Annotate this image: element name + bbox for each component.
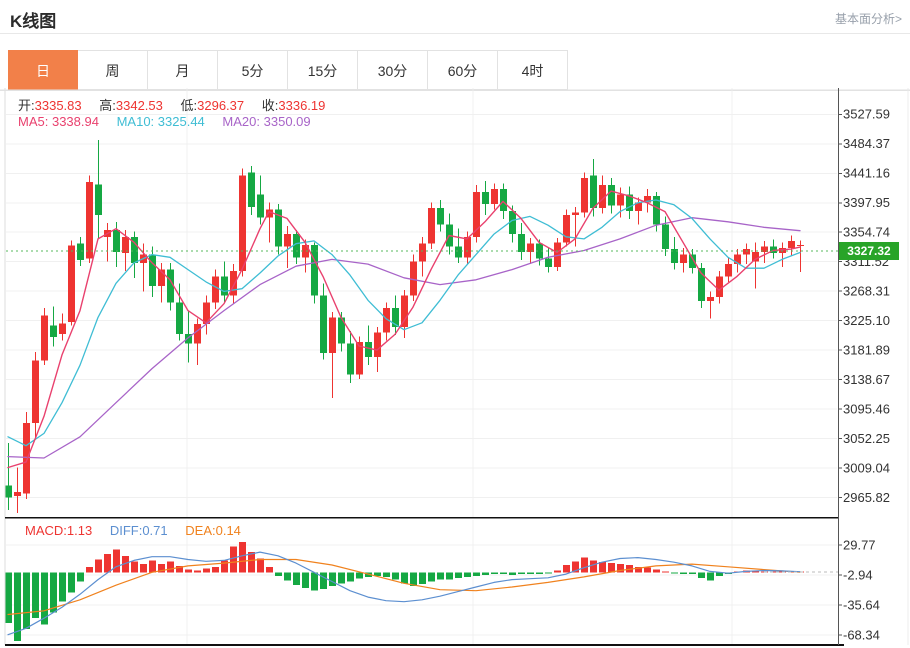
svg-text:-68.34: -68.34 [843, 627, 880, 642]
macd-legend: MACD:1.13 DIFF:0.71 DEA:0.14 [25, 523, 255, 538]
ma10-label: MA10: [116, 114, 155, 129]
svg-text:3527.59: 3527.59 [843, 107, 890, 122]
tab-month[interactable]: 月 [148, 50, 218, 90]
dea-value: 0.14 [215, 523, 241, 538]
close-value: 3336.19 [278, 98, 326, 113]
svg-text:3268.31: 3268.31 [843, 284, 890, 299]
svg-text:3095.46: 3095.46 [843, 402, 890, 417]
svg-text:-35.64: -35.64 [843, 597, 880, 612]
svg-text:3138.67: 3138.67 [843, 372, 890, 387]
ma10-value: 3325.44 [157, 114, 205, 129]
page-title: K线图 [10, 12, 57, 31]
tab-day[interactable]: 日 [8, 50, 78, 90]
svg-text:3354.74: 3354.74 [843, 225, 890, 240]
ma20-label: MA20: [222, 114, 260, 129]
ma5-label: MA5: [18, 114, 49, 129]
open-label: 开: [18, 98, 35, 113]
tab-5min[interactable]: 5分 [218, 50, 288, 90]
svg-text:3052.25: 3052.25 [843, 431, 890, 446]
svg-text:3009.04: 3009.04 [843, 461, 890, 476]
svg-text:3181.89: 3181.89 [843, 343, 890, 358]
tab-60min[interactable]: 60分 [428, 50, 498, 90]
current-price-tag: 3327.32 [839, 242, 899, 260]
diff-value: 0.71 [142, 523, 168, 538]
ma-legend: MA5: 3338.94 MA10: 3325.44 MA20: 3350.09 [18, 114, 325, 129]
ohlc-legend: 开:3335.83 高:3342.53 低:3296.37 收:3336.19 [18, 95, 339, 114]
fundamental-analysis-link[interactable]: 基本面分析> [834, 12, 902, 26]
macd-label: MACD: [25, 523, 67, 538]
high-value: 3342.53 [115, 98, 163, 113]
tab-15min[interactable]: 15分 [288, 50, 358, 90]
macd-value: 1.13 [66, 523, 93, 538]
interval-tabbar: 日 周 月 5分 15分 30分 60分 4时 [0, 50, 910, 91]
svg-text:2965.82: 2965.82 [843, 490, 890, 505]
tab-4hour[interactable]: 4时 [498, 50, 568, 90]
svg-text:3225.10: 3225.10 [843, 313, 890, 328]
svg-text:3397.95: 3397.95 [843, 195, 890, 210]
diff-label: DIFF: [109, 523, 143, 538]
svg-text:-2.94: -2.94 [843, 567, 873, 582]
low-value: 3296.37 [197, 98, 245, 113]
high-label: 高: [99, 98, 116, 113]
svg-text:3441.16: 3441.16 [843, 166, 890, 181]
svg-text:3484.37: 3484.37 [843, 136, 890, 151]
open-value: 3335.83 [34, 98, 82, 113]
dea-label: DEA: [185, 523, 216, 538]
ma5-value: 3338.94 [51, 114, 99, 129]
close-label: 收: [261, 98, 279, 113]
svg-text:29.77: 29.77 [843, 537, 876, 552]
ma20-value: 3350.09 [263, 114, 311, 129]
low-label: 低: [180, 98, 198, 113]
header-divider [0, 33, 910, 34]
